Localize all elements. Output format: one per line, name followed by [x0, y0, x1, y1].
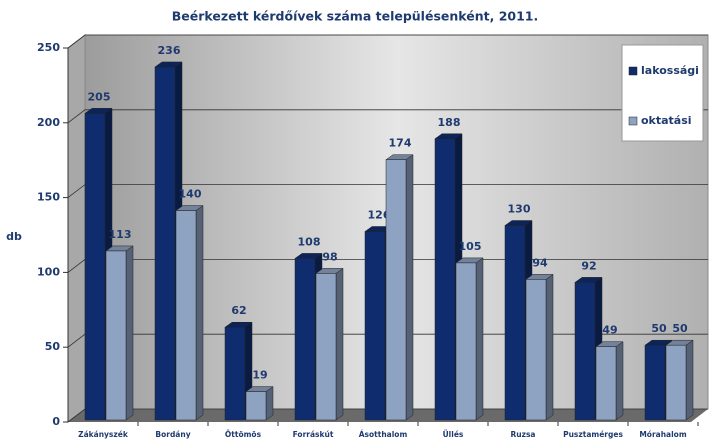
bar-side	[615, 341, 624, 421]
bar-side	[265, 386, 274, 421]
grid-line	[67, 34, 708, 49]
data-label: 236	[158, 44, 181, 57]
bar	[525, 273, 554, 421]
x-tick-label: Üllés	[443, 430, 464, 439]
bar-front	[525, 279, 547, 421]
bar	[154, 61, 183, 421]
bar-front	[665, 344, 687, 421]
y-tick-label: 150	[37, 191, 60, 204]
side-wall	[67, 33, 86, 424]
data-label: 50	[672, 322, 688, 335]
data-label: 19	[252, 369, 267, 382]
data-label: 113	[109, 228, 132, 241]
y-tick-label: 100	[37, 265, 60, 278]
data-label: 108	[298, 235, 321, 248]
data-label: 94	[532, 256, 548, 269]
x-tick-label: Zákányszék	[78, 430, 129, 439]
bar-front	[644, 344, 666, 421]
bar-front	[105, 250, 127, 421]
bar-front	[385, 159, 407, 421]
bar-side	[405, 154, 414, 421]
data-label: 188	[438, 116, 461, 129]
grid-line	[67, 109, 708, 124]
bar-side	[335, 267, 344, 421]
x-tick-label: Ruzsa	[510, 430, 535, 439]
bar-side	[195, 205, 204, 421]
bar	[434, 133, 463, 421]
x-tick-label: Pusztamérges	[563, 430, 623, 439]
bar	[315, 267, 344, 421]
legend-label: oktatási	[641, 114, 692, 127]
legend-swatch	[628, 66, 638, 76]
bar	[175, 205, 204, 421]
bar-side	[685, 339, 694, 421]
x-tick-label: Öttömös	[225, 430, 262, 439]
data-label: 174	[389, 137, 412, 150]
data-label: 130	[508, 203, 531, 216]
bar	[665, 339, 694, 421]
bar-front	[154, 66, 176, 421]
data-label: 50	[651, 322, 667, 335]
y-axis-label: db	[6, 230, 22, 243]
y-tick-label: 0	[52, 415, 60, 428]
bar-front	[315, 273, 337, 421]
legend-label: lakossági	[641, 64, 699, 77]
data-label: 126	[368, 209, 391, 222]
bar	[595, 341, 624, 421]
x-tick-label: Mórahalom	[639, 430, 686, 439]
data-label: 205	[88, 90, 111, 103]
data-label: 140	[179, 188, 202, 201]
legend-swatch	[628, 116, 638, 126]
data-label: 98	[322, 250, 337, 263]
data-label: 92	[581, 259, 596, 272]
data-label: 49	[602, 324, 617, 337]
bar-front	[434, 138, 456, 421]
bar-front	[574, 282, 596, 421]
y-tick-label: 50	[45, 340, 61, 353]
plot: 0 50 100 150 200 250 Zákányszék 205 113 Bordány 23…	[37, 34, 708, 439]
x-tick-label: Ásotthalom	[359, 430, 408, 439]
bar-front	[364, 231, 386, 421]
bar-front	[455, 262, 477, 421]
data-label: 62	[231, 304, 246, 317]
chart-title: Beérkezett kérdőívek száma településenké…	[172, 9, 538, 24]
x-tick-label: Bordány	[155, 430, 190, 439]
y-tick-label: 250	[37, 41, 60, 54]
bar	[385, 154, 414, 421]
bar-side	[475, 257, 484, 421]
bar	[455, 257, 484, 421]
bar-side	[125, 245, 134, 421]
bar-front	[84, 113, 106, 421]
bar	[105, 245, 134, 421]
bar-front	[595, 346, 617, 421]
bar-front	[175, 210, 197, 421]
bar-front	[504, 225, 526, 421]
x-tick-label: Forráskút	[293, 430, 334, 439]
data-label: 105	[459, 240, 482, 253]
bar	[245, 386, 274, 421]
bar-front	[224, 326, 246, 421]
y-tick-label: 200	[37, 116, 60, 129]
bar-front	[294, 258, 316, 421]
bar-side	[545, 273, 554, 421]
bar-front	[245, 391, 267, 421]
